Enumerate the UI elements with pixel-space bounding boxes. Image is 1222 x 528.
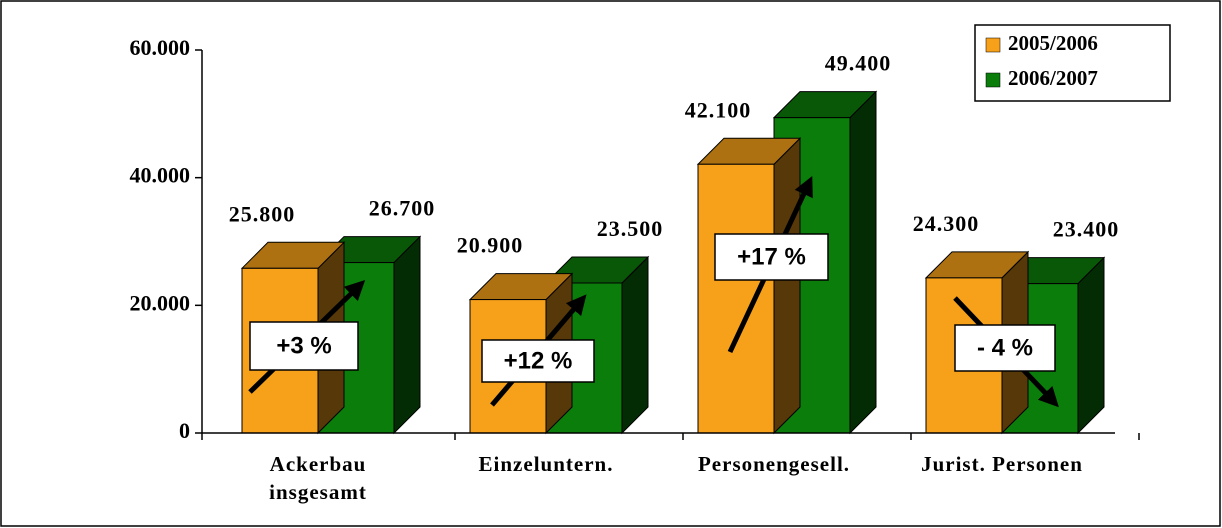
annotation-box (249, 321, 359, 371)
annotation: +17 % (737, 243, 806, 270)
annotation-box (714, 233, 829, 281)
annotation: +3 % (276, 332, 331, 359)
value-label: 23.500 (597, 216, 664, 241)
y-tick-label: 40.000 (130, 163, 191, 188)
bar-side (1077, 256, 1105, 435)
bar-front (697, 163, 775, 434)
bar (696, 137, 802, 435)
value-label: 26.700 (369, 196, 436, 221)
value-label: 42.100 (685, 97, 752, 122)
legend-label: 2005/2006 (1008, 31, 1098, 55)
annotation: +12 % (504, 347, 573, 374)
annotation-box (954, 324, 1056, 372)
annotation: - 4 % (977, 334, 1033, 361)
value-label: 20.900 (457, 233, 524, 258)
y-tick-label: 20.000 (130, 290, 191, 315)
x-tick-label: Ackerbau insgesamt (269, 452, 367, 504)
value-label: 25.800 (229, 201, 296, 226)
x-tick-label: Personengesell. (697, 452, 851, 476)
bar-side (393, 235, 421, 435)
bar-side (773, 137, 801, 435)
annotation-box (481, 339, 595, 383)
legend-swatch (985, 37, 1001, 53)
x-tick-label: Einzeluntern. (478, 452, 614, 476)
legend-swatch (985, 72, 1001, 88)
legend-label: 2006/2007 (1008, 66, 1098, 90)
value-label: 24.300 (913, 211, 980, 236)
bar-side (849, 90, 877, 435)
value-label: 23.400 (1053, 217, 1120, 242)
y-tick-label: 0 (179, 418, 190, 443)
value-label: 49.400 (825, 51, 892, 76)
x-tick-label: Jurist. Personen (921, 452, 1083, 476)
legend-box (974, 24, 1171, 102)
bar-side (621, 255, 649, 435)
y-tick-label: 60.000 (130, 35, 191, 60)
